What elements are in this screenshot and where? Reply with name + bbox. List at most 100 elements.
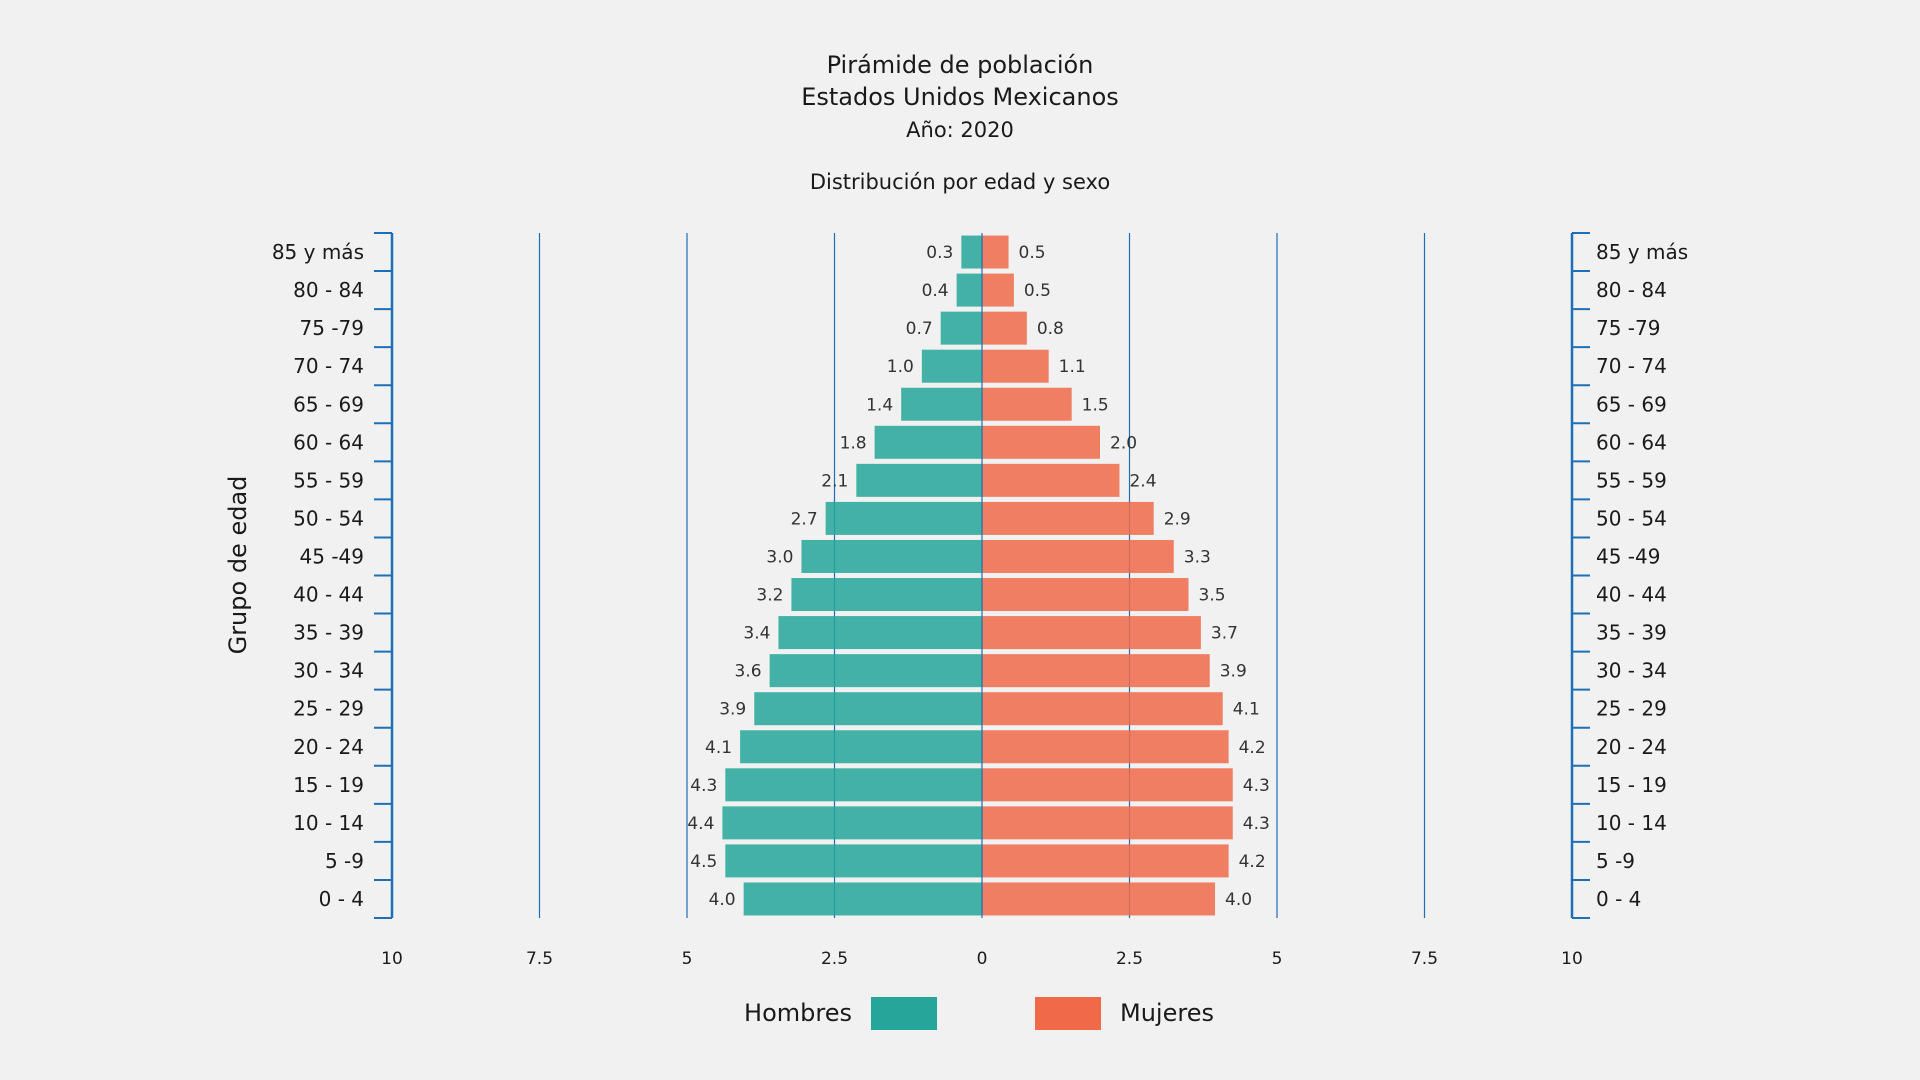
bar-hombres	[961, 235, 982, 269]
value-label-mujeres: 0.5	[1024, 281, 1051, 301]
bar-mujeres	[982, 730, 1229, 764]
value-label-hombres: 0.7	[906, 319, 933, 339]
bar-hombres	[740, 730, 982, 764]
age-label-left: 70 - 74	[293, 354, 364, 378]
bar-hombres	[921, 349, 982, 383]
age-label-left: 35 - 39	[293, 621, 364, 645]
value-label-hombres: 1.4	[866, 395, 893, 415]
age-label-left: 55 - 59	[293, 468, 364, 492]
bar-mujeres	[982, 768, 1233, 802]
age-label-left: 65 - 69	[293, 392, 364, 416]
x-tick-label: 7.5	[526, 949, 553, 969]
value-label-mujeres: 0.5	[1019, 243, 1046, 263]
bar-hombres	[825, 501, 982, 535]
bar-hombres	[769, 654, 982, 688]
bar-mujeres	[982, 273, 1014, 307]
value-label-hombres: 0.4	[922, 281, 949, 301]
age-label-right: 25 - 29	[1596, 697, 1667, 721]
value-label-mujeres: 4.3	[1243, 814, 1270, 834]
age-label-right: 70 - 74	[1596, 354, 1667, 378]
bar-hombres	[725, 768, 982, 802]
age-label-left: 25 - 29	[293, 697, 364, 721]
age-label-right: 45 -49	[1596, 544, 1660, 568]
bar-hombres	[874, 425, 982, 459]
age-label-right: 60 - 64	[1596, 430, 1667, 454]
chart-title-line-1: Pirámide de población	[827, 51, 1094, 79]
bar-hombres	[956, 273, 982, 307]
x-tick-label: 10	[381, 949, 403, 969]
value-label-mujeres: 2.4	[1129, 471, 1156, 491]
value-label-hombres: 0.3	[926, 243, 953, 263]
chart-subtitle: Distribución por edad y sexo	[810, 170, 1110, 194]
age-label-right: 85 y más	[1596, 240, 1688, 264]
value-label-mujeres: 3.9	[1220, 662, 1247, 682]
value-label-hombres: 3.4	[743, 624, 770, 644]
x-tick-label: 2.5	[1116, 949, 1143, 969]
x-tick-label: 10	[1561, 949, 1583, 969]
bar-mujeres	[982, 654, 1210, 688]
bar-hombres	[940, 311, 982, 345]
legend-swatch-hombres	[871, 997, 937, 1030]
age-label-right: 15 - 19	[1596, 773, 1667, 797]
age-label-right: 30 - 34	[1596, 659, 1667, 683]
bar-mujeres	[982, 425, 1100, 459]
value-label-mujeres: 4.2	[1239, 738, 1266, 758]
bar-mujeres	[982, 578, 1189, 612]
value-label-hombres: 4.5	[690, 852, 717, 872]
bar-mujeres	[982, 806, 1233, 840]
age-label-left: 80 - 84	[293, 278, 364, 302]
bar-hombres	[722, 806, 982, 840]
bar-mujeres	[982, 311, 1027, 345]
value-label-mujeres: 3.7	[1211, 624, 1238, 644]
chart-title-line-2: Estados Unidos Mexicanos	[801, 83, 1119, 111]
value-label-mujeres: 1.1	[1059, 357, 1086, 377]
bar-mujeres	[982, 692, 1223, 726]
age-label-left: 15 - 19	[293, 773, 364, 797]
value-label-hombres: 2.1	[821, 471, 848, 491]
value-label-hombres: 1.0	[887, 357, 914, 377]
value-label-hombres: 4.1	[705, 738, 732, 758]
value-label-mujeres: 3.3	[1184, 547, 1211, 567]
age-label-left: 0 - 4	[319, 887, 364, 911]
grid-lines	[538, 233, 1426, 918]
bar-hombres	[901, 387, 982, 421]
value-label-hombres: 3.0	[766, 547, 793, 567]
bar-mujeres	[982, 844, 1229, 878]
age-label-left: 45 -49	[300, 544, 364, 568]
bars	[722, 235, 1233, 916]
age-label-right: 35 - 39	[1596, 621, 1667, 645]
x-tick-label: 5	[1272, 949, 1283, 969]
value-label-hombres: 3.9	[719, 700, 746, 720]
y-axis-label: Grupo de edad	[224, 476, 252, 655]
age-label-left: 75 -79	[300, 316, 364, 340]
value-label-mujeres: 4.0	[1225, 890, 1252, 910]
bar-mujeres	[982, 463, 1120, 497]
age-label-left: 40 - 44	[293, 583, 364, 607]
value-label-hombres: 3.2	[756, 586, 783, 606]
bar-hombres	[754, 692, 982, 726]
bar-hombres	[743, 882, 982, 916]
bar-mujeres	[982, 539, 1174, 573]
age-label-left: 10 - 14	[293, 811, 364, 835]
y-axes: 85 y más 85 y más 80 - 84 80 - 84 75 -79 75 -…	[272, 232, 1688, 919]
bar-hombres	[778, 616, 982, 650]
legend: Hombres Mujeres	[744, 997, 1214, 1030]
legend-swatch-mujeres	[1035, 997, 1101, 1030]
age-label-right: 80 - 84	[1596, 278, 1667, 302]
age-label-right: 10 - 14	[1596, 811, 1667, 835]
age-label-right: 40 - 44	[1596, 583, 1667, 607]
bar-hombres	[725, 844, 982, 878]
x-axis-ticks: 10 7.5 5 2.5 0 2.5 5 7.5 10	[381, 949, 1583, 969]
bar-mujeres	[982, 235, 1009, 269]
value-label-mujeres: 0.8	[1037, 319, 1064, 339]
age-label-left: 60 - 64	[293, 430, 364, 454]
bar-mujeres	[982, 501, 1154, 535]
age-label-right: 0 - 4	[1596, 887, 1641, 911]
value-label-mujeres: 2.0	[1110, 433, 1137, 453]
chart-titles: Pirámide de población Estados Unidos Mex…	[801, 51, 1119, 194]
bar-hombres	[801, 539, 982, 573]
x-tick-label: 7.5	[1411, 949, 1438, 969]
age-label-left: 50 - 54	[293, 506, 364, 530]
age-label-left: 30 - 34	[293, 659, 364, 683]
